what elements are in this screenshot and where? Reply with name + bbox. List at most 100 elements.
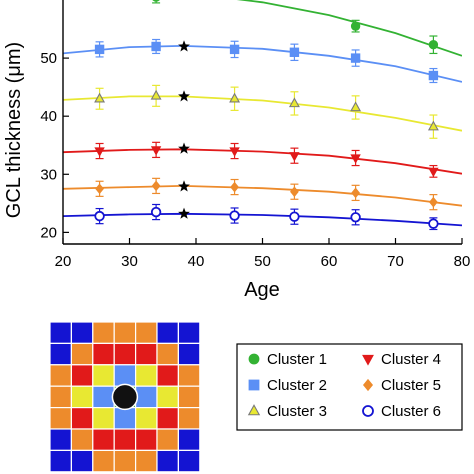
grid-cell [92,449,115,473]
data-point [150,146,162,156]
legend-item-1: Cluster 1 [248,351,327,368]
data-point [94,44,105,55]
legend: Cluster 1 Cluster 4 Cluster 2 Cluster 5 Clus… [236,343,463,431]
x-axis-label: Age [244,279,280,301]
grid-cell [49,428,72,451]
legend-item-3: Cluster 2 [248,377,327,394]
legend-item-5: Cluster 3 [247,403,327,420]
data-point [151,180,161,192]
grid-cell [177,407,201,430]
series-2 [63,38,462,84]
star-marker [178,180,190,192]
grid-cell [92,342,115,366]
grid-cell [70,321,94,344]
data-point [151,41,161,52]
legend-marker [362,354,374,366]
data-point [94,210,105,222]
data-point [229,210,240,221]
grid-cell [70,449,94,473]
grid-cell [135,364,158,387]
grid-cell [70,428,94,451]
grid-cell [177,364,201,387]
grid-cell [92,321,115,344]
data-point [428,167,439,178]
grid-cell [156,449,179,473]
grid-cell [177,321,201,344]
legend-label: Cluster 2 [267,377,327,394]
grid-cell [135,321,158,344]
grid-cell [92,385,115,409]
grid-cell [92,428,115,451]
data-point [230,181,239,193]
legend-item-4: Cluster 5 [362,377,441,394]
data-point [95,183,104,195]
data-point [94,147,105,157]
grid-cell [70,364,94,387]
data-point [290,186,299,198]
legend-item-6: Cluster 6 [362,403,441,420]
legend-marker [248,379,260,391]
data-point [428,70,439,81]
grid-cell [49,364,72,387]
fit-line-4 [63,148,462,175]
series-4 [63,141,462,178]
x-tick-label: 30 [121,253,138,270]
legend-box [236,343,463,431]
grid-cell [177,428,201,451]
y-tick-label: 20 [40,224,57,241]
grid-cell [177,342,201,366]
data-point [350,212,361,223]
legend-label: Cluster 4 [381,351,441,368]
grid-cell [49,449,72,473]
grid-cell [113,342,137,366]
data-point [289,152,300,162]
legend-label: Cluster 1 [267,351,327,368]
x-tick-label: 70 [387,253,404,270]
grid-cell [92,407,115,430]
grid-cell [113,407,137,430]
grid-cell [49,321,72,344]
legend-marker [248,353,260,365]
star-marker [178,40,190,52]
star-marker [178,142,190,154]
plot-area: 20 30 40 50 60 70 80 20 30 40 50 Age GCL thickness… [3,0,470,301]
data-point [351,187,360,199]
x-tick-label: 50 [254,253,271,270]
series-1 [152,0,462,57]
fovea-center [111,383,139,411]
star-marker [178,207,190,219]
data-point [289,211,300,222]
y-tick-label: 40 [40,108,57,125]
data-point [429,196,438,208]
data-point [229,92,241,103]
series-6 [63,203,462,231]
grid-cell [135,428,158,451]
x-tick-label: 20 [55,253,72,270]
cluster-grid-map [49,321,201,473]
grid-cell [156,342,179,366]
grid-cell [49,342,72,366]
x-tick-label: 40 [188,253,205,270]
fit-line-3 [63,95,462,132]
grid-cell [70,385,94,409]
grid-cell [92,364,115,387]
grid-cell [113,449,137,473]
grid-cell [177,449,201,473]
data-point [152,0,160,2]
data-point [289,47,300,57]
grid-cell [135,449,158,473]
data-point [428,218,439,229]
data-point [350,53,361,63]
grid-cell [113,428,137,451]
series-3 [63,84,462,139]
grid-cell [49,385,72,409]
grid-cell [135,407,158,430]
axes-layer: 20 30 40 50 60 70 80 20 30 40 50 [40,0,470,270]
grid-cell [156,385,179,409]
legend-marker [362,378,374,392]
data-point [350,101,362,112]
grid-cell [49,407,72,430]
data-point [150,206,162,218]
star-marker [178,90,190,102]
